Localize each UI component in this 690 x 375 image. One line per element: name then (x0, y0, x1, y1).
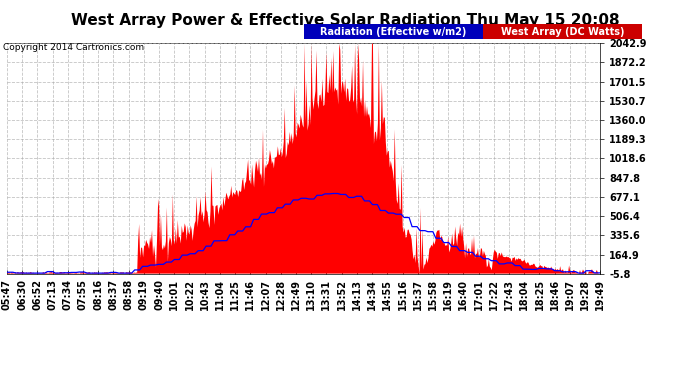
Text: West Array (DC Watts): West Array (DC Watts) (501, 27, 624, 37)
Text: West Array Power & Effective Solar Radiation Thu May 15 20:08: West Array Power & Effective Solar Radia… (70, 13, 620, 28)
Text: Radiation (Effective w/m2): Radiation (Effective w/m2) (320, 27, 466, 37)
Text: Copyright 2014 Cartronics.com: Copyright 2014 Cartronics.com (3, 43, 145, 52)
